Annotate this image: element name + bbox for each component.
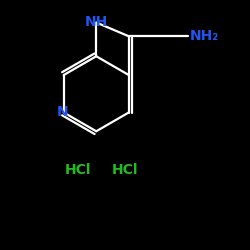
- Text: HCl: HCl: [64, 163, 91, 177]
- Text: HCl: HCl: [112, 163, 138, 177]
- Text: NH: NH: [84, 16, 108, 30]
- Text: N: N: [57, 106, 68, 120]
- Text: NH₂: NH₂: [190, 29, 219, 43]
